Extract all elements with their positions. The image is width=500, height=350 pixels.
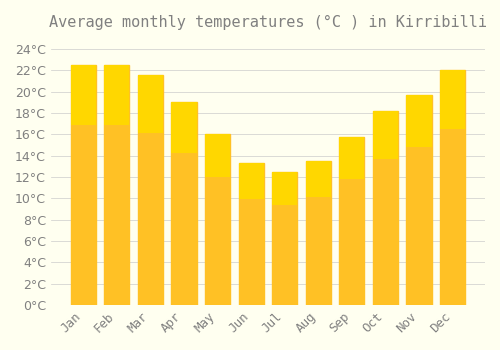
Bar bbox=[205, 134, 230, 305]
Bar bbox=[172, 102, 196, 153]
Bar bbox=[238, 163, 264, 198]
Bar bbox=[205, 134, 230, 177]
Bar bbox=[373, 111, 398, 305]
Bar bbox=[406, 95, 432, 305]
Bar bbox=[138, 76, 163, 305]
Bar bbox=[272, 172, 297, 205]
Bar bbox=[104, 65, 130, 125]
Bar bbox=[104, 65, 130, 305]
Bar bbox=[440, 70, 466, 305]
Bar bbox=[406, 95, 432, 147]
Bar bbox=[70, 65, 96, 305]
Bar bbox=[373, 111, 398, 159]
Title: Average monthly temperatures (°C ) in Kirribilli: Average monthly temperatures (°C ) in Ki… bbox=[49, 15, 487, 30]
Bar bbox=[138, 76, 163, 133]
Bar bbox=[238, 163, 264, 305]
Bar bbox=[70, 65, 96, 125]
Bar bbox=[340, 138, 364, 305]
Bar bbox=[306, 161, 331, 305]
Bar bbox=[306, 161, 331, 197]
Bar bbox=[440, 70, 466, 129]
Bar bbox=[272, 172, 297, 305]
Bar bbox=[340, 138, 364, 179]
Bar bbox=[172, 102, 196, 305]
